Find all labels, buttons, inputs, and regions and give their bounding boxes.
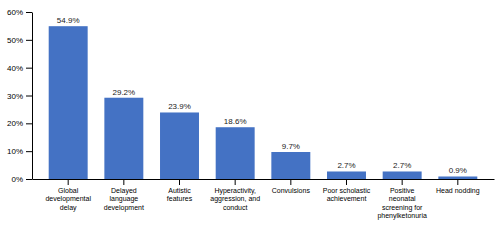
data-label: 18.6% [224, 117, 247, 126]
x-tick-label-line: Poor scholastic [323, 187, 371, 194]
y-tick-label: 30% [7, 92, 23, 101]
axis-line [32, 13, 33, 180]
y-tick-label: 40% [7, 64, 23, 73]
data-label: 29.2% [112, 88, 135, 97]
x-tick-label: Globaldevelopmentaldelay [45, 187, 91, 212]
y-tick-mark [26, 96, 32, 97]
x-tick-label: Hyperactivity,aggression, andconduct [210, 187, 260, 211]
y-tick: 0% [11, 175, 32, 184]
x-tick-mark [235, 179, 236, 185]
data-label: 23.9% [168, 102, 191, 111]
y-tick-label: 0% [11, 175, 23, 184]
x-tick-mark [123, 179, 124, 185]
y-tick-mark [26, 68, 32, 69]
x-tick-label-line: Autistic [168, 187, 191, 194]
x-tick: Positiveneonatal screening forphenylketon… [377, 179, 427, 220]
bar [327, 171, 366, 179]
x-tick-label-line: neonatal [389, 195, 416, 202]
x-tick: Poor scholasticachievement [323, 179, 371, 202]
x-tick: Globaldevelopmentaldelay [45, 179, 91, 212]
x-tick-label-line: features [167, 195, 193, 202]
y-tick-mark [26, 12, 32, 13]
y-tick-mark [26, 179, 32, 180]
data-label: 9.7% [282, 142, 300, 151]
x-tick-label-line: Convulsions [272, 187, 311, 194]
bar [216, 127, 255, 179]
x-tick-label-line: development [104, 204, 144, 212]
y-tick: 40% [7, 64, 32, 73]
x-tick-label-line: Hyperactivity, [214, 187, 256, 195]
bar [160, 112, 199, 179]
x-tick-label-line: language [109, 195, 138, 203]
plot: GlobaldevelopmentaldelayDelayedlanguaged… [7, 8, 495, 220]
x-tick: Hyperactivity,aggression, andconduct [210, 179, 260, 211]
x-tick-label-line: achievement [327, 195, 367, 202]
x-tick-label-line: Positive [390, 187, 415, 194]
y-tick: 10% [7, 147, 32, 156]
y-tick-label: 50% [7, 36, 23, 45]
data-labels: 54.9% 29.2% 23.9% 18.6% 9.7% 2.7% 2.7% 0.9% [57, 16, 467, 175]
x-tick-label-line: delay [60, 204, 77, 212]
x-tick-label: Poor scholasticachievement [323, 187, 371, 202]
x-tick-mark [346, 179, 347, 185]
x-tick-label-line: Global [58, 187, 79, 194]
y-tick-mark [26, 151, 32, 152]
x-tick: Autisticfeatures [167, 179, 193, 202]
x-tick-mark [68, 179, 69, 185]
x-tick-label-line: screening for [382, 204, 423, 212]
axis-line [33, 179, 495, 180]
x-tick-label: Autisticfeatures [167, 187, 193, 202]
x-tick-mark [402, 179, 403, 185]
y-tick-mark [26, 123, 32, 124]
y-tick: 20% [7, 119, 32, 128]
bar [104, 98, 143, 179]
y-tick-label: 10% [7, 147, 23, 156]
x-tick: Head nodding [436, 179, 480, 195]
y-tick: 30% [7, 92, 32, 101]
y-tick: 60% [7, 8, 32, 17]
x-tick-mark [290, 179, 291, 185]
y-tick: 50% [7, 36, 32, 45]
x-tick-label: Head nodding [436, 187, 480, 195]
x-tick-mark [179, 179, 180, 185]
x-tick-label: Delayedlanguagedevelopment [104, 187, 144, 212]
x-tick: Delayedlanguagedevelopment [104, 179, 144, 212]
y-tick-label: 60% [7, 8, 23, 17]
data-label: 54.9% [57, 16, 80, 25]
bar [383, 171, 422, 179]
x-tick-label-line: phenylketonuria [377, 212, 427, 220]
x-tick: Convulsions [272, 179, 311, 194]
data-label: 2.7% [337, 161, 355, 170]
y-tick-label: 20% [7, 119, 23, 128]
chart: GlobaldevelopmentaldelayDelayedlanguaged… [0, 0, 500, 231]
x-tick-label-line: Delayed [111, 187, 137, 195]
data-label: 0.9% [449, 166, 467, 175]
x-tick-label-line: aggression, and [210, 195, 260, 203]
x-tick-label: Convulsions [272, 187, 311, 194]
x-tick-label: Positiveneonatal screening forphenylketon… [377, 187, 427, 220]
data-label: 2.7% [393, 161, 411, 170]
x-axis: GlobaldevelopmentaldelayDelayedlanguaged… [33, 179, 495, 220]
bar [271, 152, 310, 179]
x-tick-label-line: Head nodding [436, 187, 480, 195]
bars [49, 26, 478, 179]
y-axis: 0% 10% 20% 30% 40% 50% 60% [7, 8, 33, 184]
x-tick-label-line: developmental [45, 195, 91, 203]
x-tick-mark [457, 179, 458, 185]
y-tick-mark [26, 40, 32, 41]
bar [49, 26, 88, 179]
x-tick-label-line: conduct [223, 204, 248, 211]
bar [438, 176, 477, 179]
